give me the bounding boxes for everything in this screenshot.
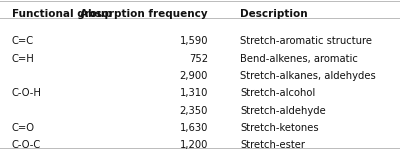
Text: C-O-C: C-O-C	[12, 140, 41, 150]
Text: 1,630: 1,630	[180, 123, 208, 133]
Text: Stretch-aldehyde: Stretch-aldehyde	[240, 106, 326, 116]
Text: Stretch-ester: Stretch-ester	[240, 140, 305, 150]
Text: 752: 752	[189, 54, 208, 64]
Text: Functional group: Functional group	[12, 9, 112, 19]
Text: Stretch-aromatic structure: Stretch-aromatic structure	[240, 36, 372, 46]
Text: C=C: C=C	[12, 36, 34, 46]
Text: 2,900: 2,900	[180, 71, 208, 81]
Text: 1,590: 1,590	[180, 36, 208, 46]
Text: Stretch-alcohol: Stretch-alcohol	[240, 88, 315, 98]
Text: C-O-H: C-O-H	[12, 88, 42, 98]
Text: 1,200: 1,200	[180, 140, 208, 150]
Text: 1,310: 1,310	[180, 88, 208, 98]
Text: Stretch-ketones: Stretch-ketones	[240, 123, 319, 133]
Text: Description: Description	[240, 9, 308, 19]
Text: Bend-alkenes, aromatic: Bend-alkenes, aromatic	[240, 54, 358, 64]
Text: C=H: C=H	[12, 54, 35, 64]
Text: 2,350: 2,350	[180, 106, 208, 116]
Text: Absorption frequency: Absorption frequency	[80, 9, 208, 19]
Text: C=O: C=O	[12, 123, 35, 133]
Text: Stretch-alkanes, aldehydes: Stretch-alkanes, aldehydes	[240, 71, 376, 81]
